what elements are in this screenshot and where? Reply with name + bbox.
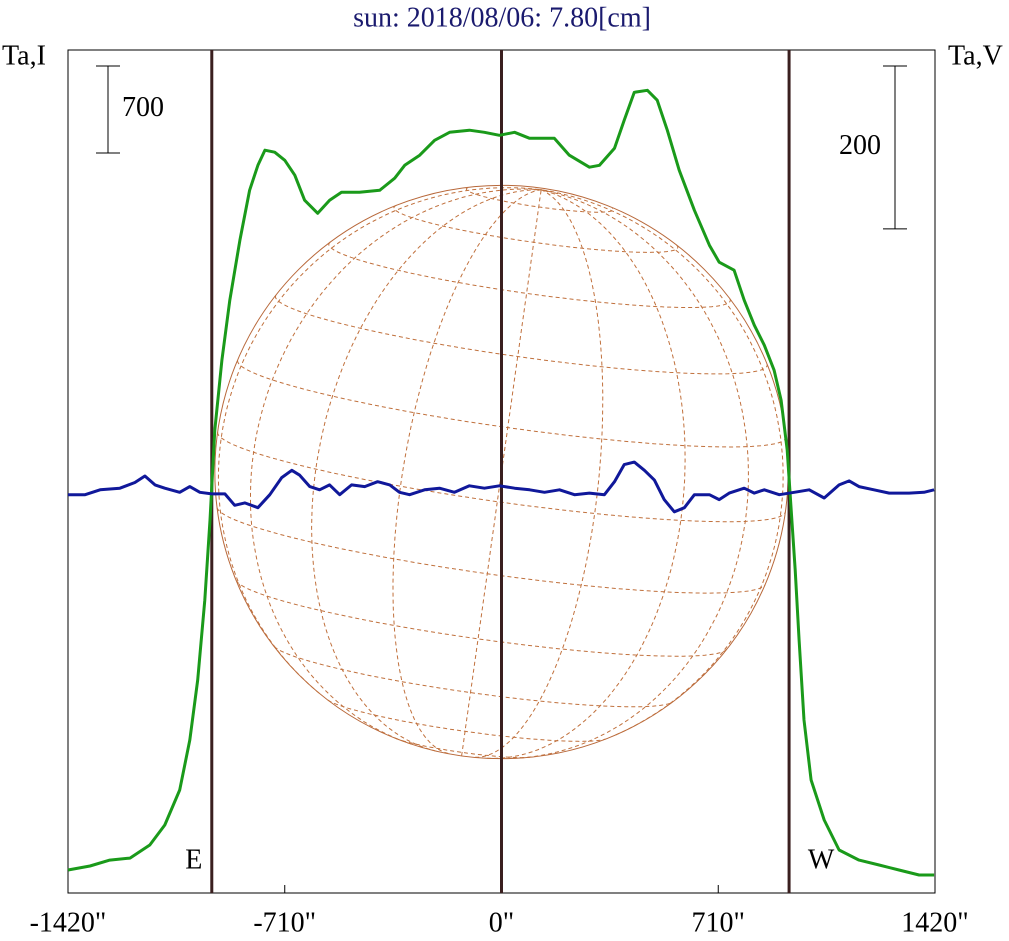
y2-axis-label: Ta,V [948, 40, 1003, 71]
y-axis-label: Ta,I [2, 40, 46, 71]
meridian [461, 189, 542, 756]
x-tick-label: 0" [489, 907, 514, 938]
meridian [250, 188, 542, 745]
meridian [487, 189, 686, 759]
parallel [275, 295, 768, 375]
series-line [68, 460, 935, 514]
marker-label: E [185, 844, 202, 875]
parallel [217, 432, 786, 523]
marker-label: W [808, 844, 835, 875]
scale-bar-label: 700 [122, 92, 164, 123]
parallel [235, 580, 727, 657]
scale-bar-label: 200 [839, 130, 881, 161]
x-tick-label: -1420" [30, 907, 107, 938]
chart-title: sun: 2018/08/06: 7.80[cm] [353, 2, 651, 33]
parallel [237, 360, 787, 448]
parallel [393, 204, 679, 253]
x-tick-label: -710" [253, 907, 316, 938]
x-tick-label: 710" [692, 907, 745, 938]
parallel [216, 507, 766, 594]
meridian [513, 189, 749, 759]
x-tick-label: 1420" [901, 907, 968, 938]
meridian [541, 189, 784, 736]
solar-globe [214, 184, 789, 760]
parallel [465, 187, 614, 213]
parallel [327, 699, 606, 742]
meridian [392, 189, 542, 754]
parallel [395, 737, 530, 759]
parallel [273, 646, 673, 708]
meridian [475, 189, 604, 758]
meridian [217, 187, 542, 694]
meridian [311, 189, 542, 752]
series-line [67, 88, 935, 877]
